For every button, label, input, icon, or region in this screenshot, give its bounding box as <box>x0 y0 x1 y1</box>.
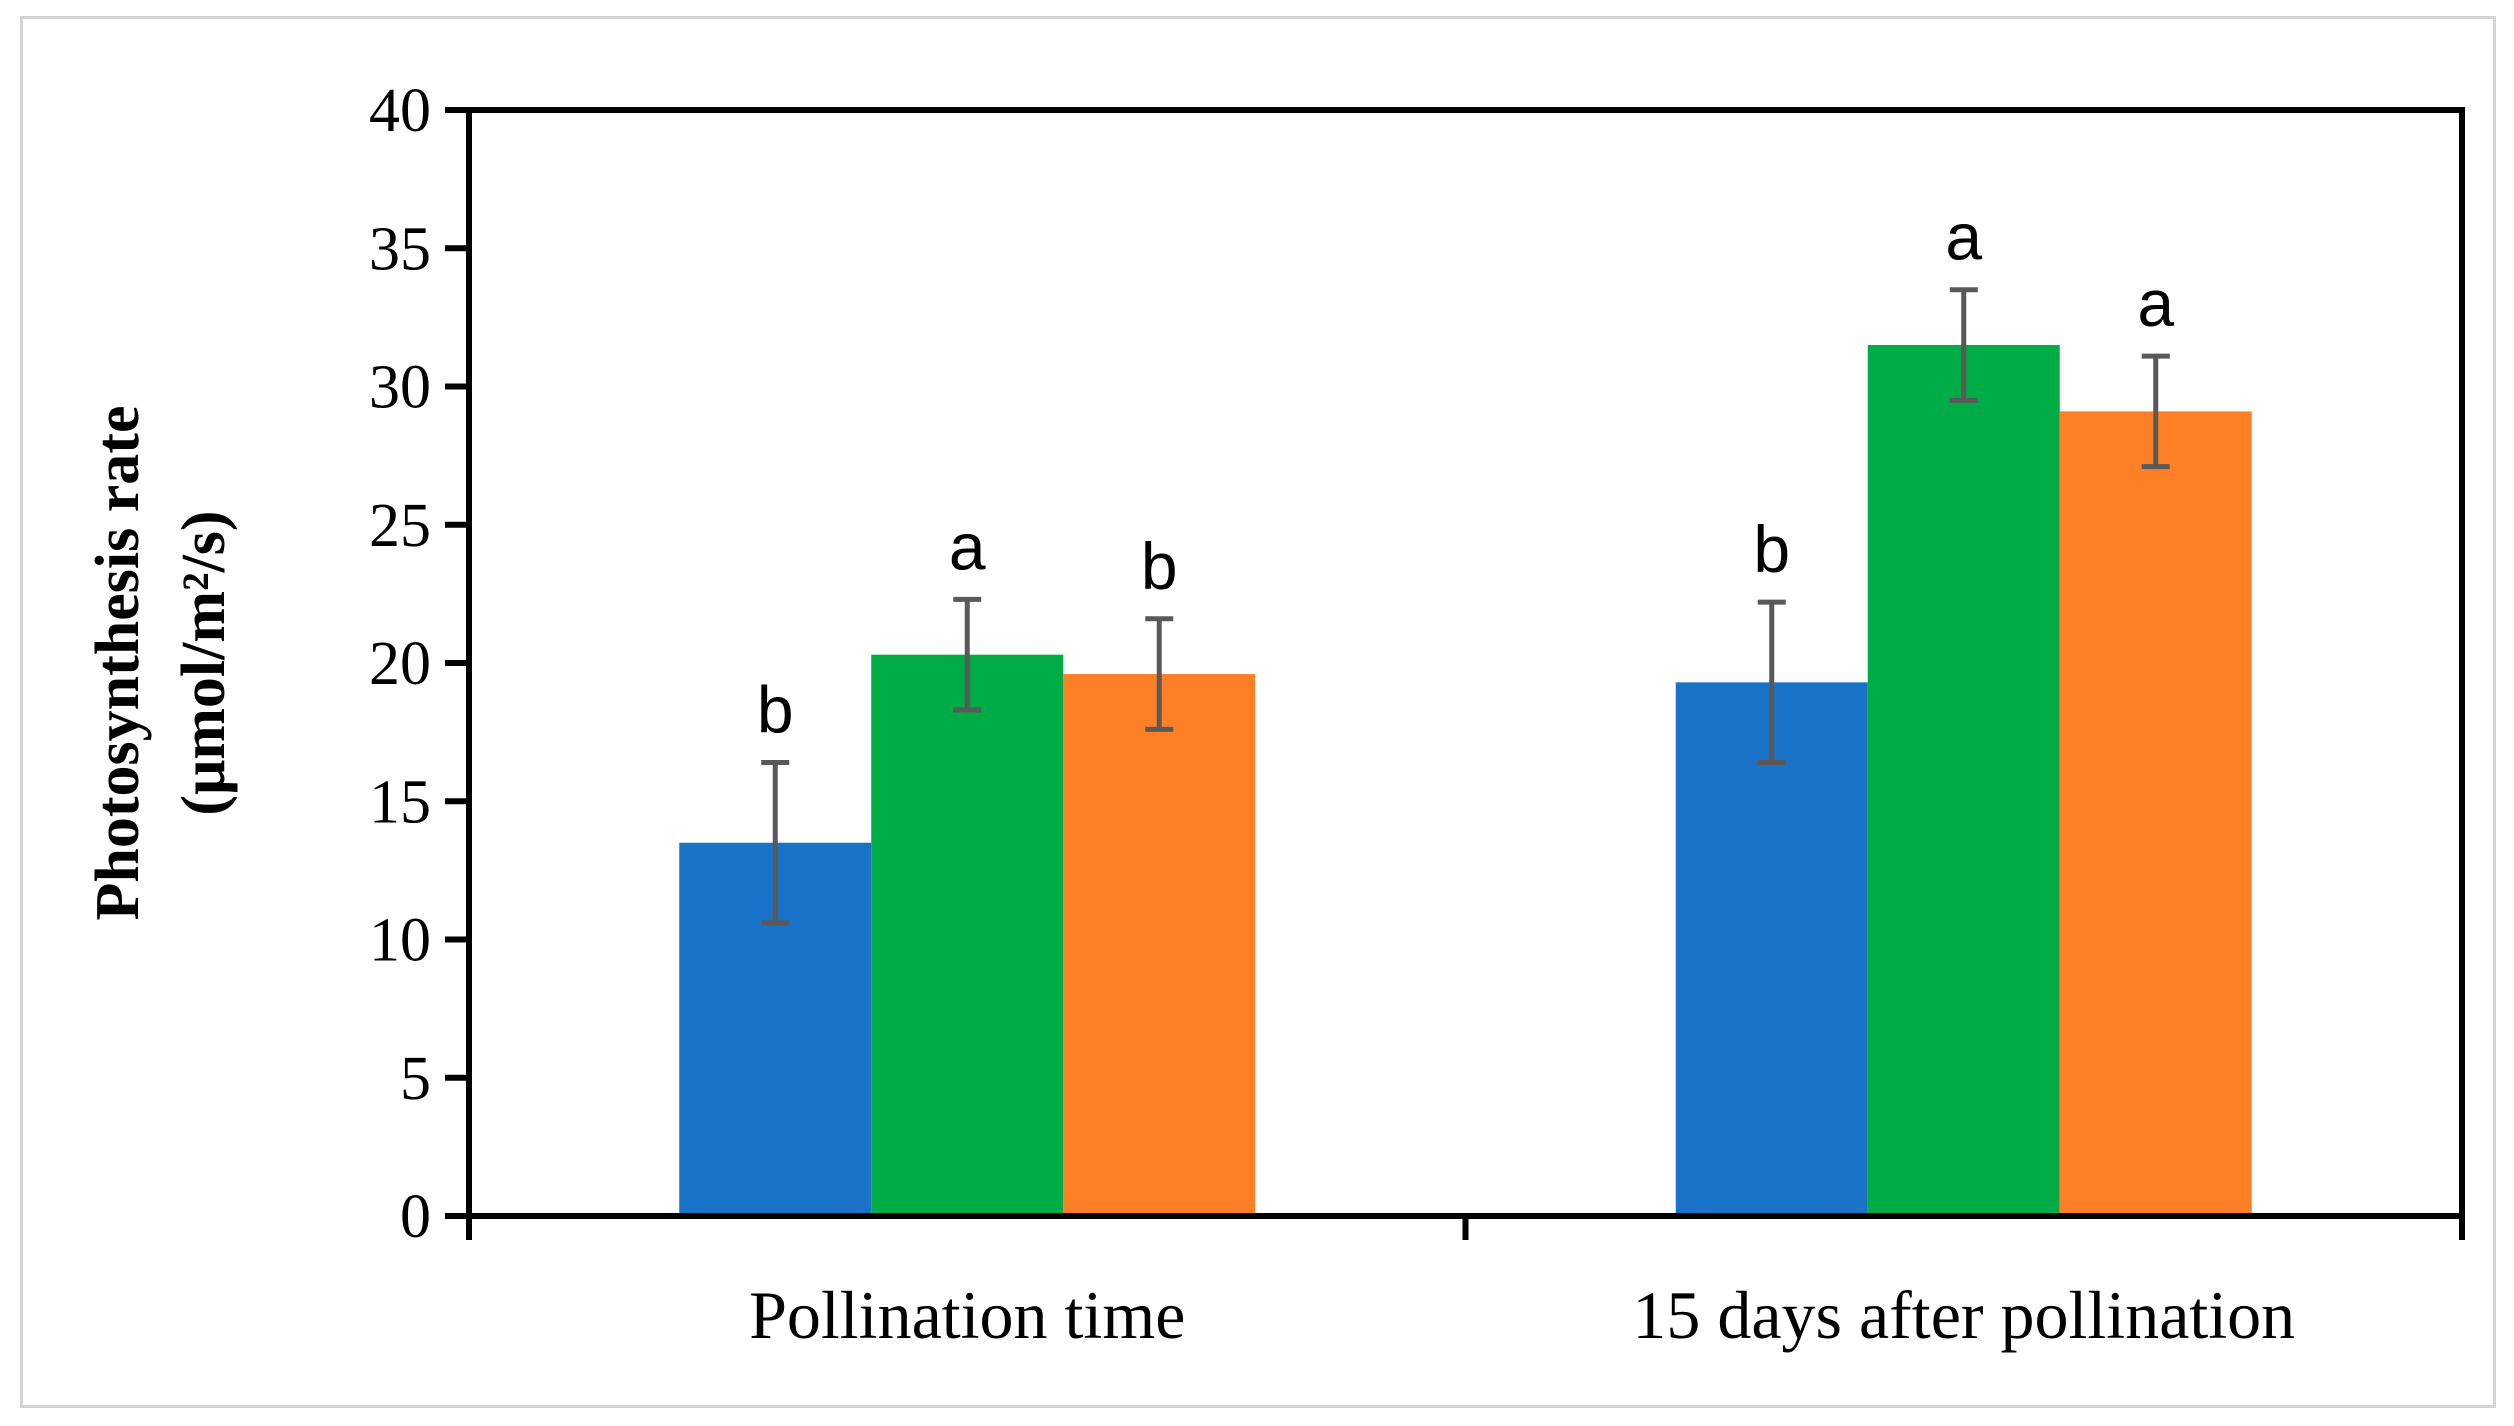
bar-series-1-cat2 <box>1675 682 1868 1216</box>
y-axis-label-line2: (μmol/m²/s) <box>170 510 238 815</box>
bar-series-2-cat1 <box>871 654 1064 1216</box>
sig-label-series-2-cat2: a <box>1945 200 1982 274</box>
sig-label-series-1-cat1: b <box>757 673 794 747</box>
figure-frame <box>20 16 2496 1408</box>
x-category-label: Pollination time <box>749 1277 1185 1353</box>
bar-series-3-cat1 <box>1063 674 1256 1216</box>
error-bar-series-3-cat2 <box>2141 353 2170 470</box>
x-category-label: 15 days after pollination <box>1632 1277 2295 1353</box>
error-bar-series-1-cat2 <box>1757 599 1786 766</box>
error-bar-series-1-cat1 <box>761 760 790 926</box>
significance-labels: b a b b a a <box>757 200 2175 747</box>
bar-series-2-cat2 <box>1867 345 2060 1216</box>
x-axis-categories: Pollination time 15 days after pollinatio… <box>749 1277 2295 1353</box>
y-tick-label: 20 <box>369 630 431 698</box>
y-tick-label: 25 <box>369 492 431 560</box>
sig-label-series-3-cat2: a <box>2137 266 2174 340</box>
sig-label-series-1-cat2: b <box>1753 512 1790 586</box>
error-bar-series-2-cat1 <box>953 596 982 713</box>
y-tick-label: 0 <box>400 1183 431 1251</box>
sig-label-series-2-cat1: a <box>949 509 986 583</box>
y-axis-ticks: 0 5 10 15 20 25 30 35 40 <box>369 77 469 1251</box>
y-tick-label: 40 <box>369 77 431 145</box>
error-bar-series-2-cat2 <box>1949 287 1978 403</box>
axes <box>466 107 2465 1240</box>
y-tick-label: 35 <box>369 215 431 283</box>
y-tick-label: 5 <box>400 1045 431 1113</box>
bars <box>679 345 2252 1216</box>
y-tick-label: 15 <box>369 768 431 836</box>
error-bar-series-3-cat1 <box>1145 616 1174 732</box>
y-axis-label: Photosynthesis rate (μmol/m²/s) <box>84 406 238 921</box>
y-tick-label: 30 <box>369 354 431 422</box>
bar-series-3-cat2 <box>2059 411 2252 1216</box>
y-axis-label-line1: Photosynthesis rate <box>84 406 152 921</box>
sig-label-series-3-cat1: b <box>1141 529 1178 603</box>
y-tick-label: 10 <box>369 907 431 975</box>
error-bars <box>761 287 2170 926</box>
